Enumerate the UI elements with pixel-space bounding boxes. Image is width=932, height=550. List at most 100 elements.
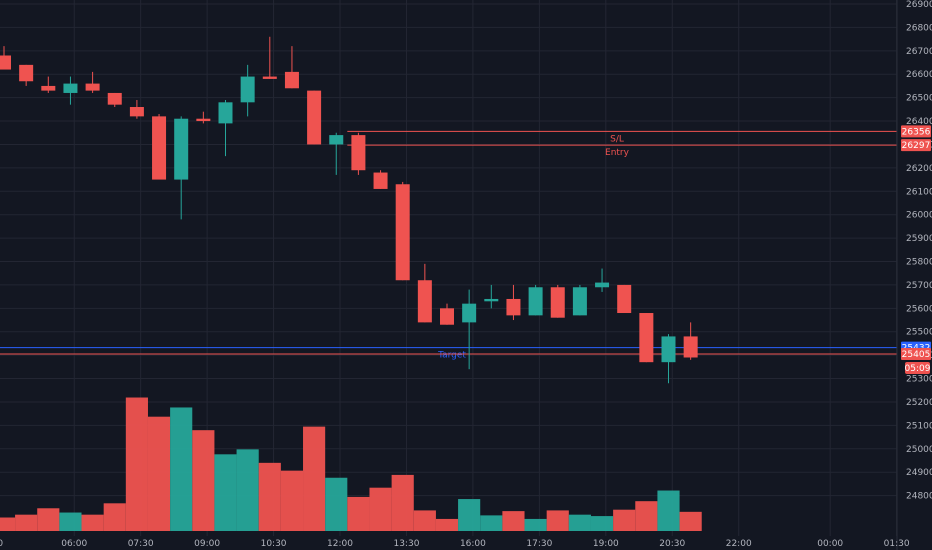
time-tick-label: 20:30 [659,539,685,549]
volume-bar [192,430,215,531]
candle-body [0,55,11,70]
time-tick-label: 13:30 [393,539,419,549]
volume-bar [435,518,459,531]
volume-bar [59,512,82,531]
candle-body [329,135,344,145]
candle-body [661,336,676,363]
candle-body [528,287,543,316]
volume-bar [413,510,436,531]
time-tick-label: 16:00 [460,539,486,549]
volume-bar [635,501,658,531]
level-text-target: Target [437,351,466,361]
volume-bar [147,416,171,531]
candle-body [351,135,366,171]
volume-bar [37,508,60,531]
volume-bar [590,516,614,531]
time-tick-label: 09:00 [194,539,220,549]
time-axis: 4:30 06:00 07:30 09:00 10:30 12:00 13:30 16:00 1… [0,539,910,549]
volume-bar [325,477,348,531]
price-tick-label: 25600 [906,304,932,314]
volume-bars [0,397,702,531]
volume-bar [125,397,148,531]
time-tick-label: 00:00 [817,539,843,549]
candle-body [262,76,277,79]
candle-body [484,298,499,302]
volume-bar [236,449,259,531]
price-tick-label: 26900 [906,0,932,10]
volume-bar [15,514,38,531]
candle-body [550,287,565,318]
time-tick-label: 01:30 [884,539,910,549]
price-tick-label: 25900 [906,234,932,244]
price-tick-label: 26800 [906,23,932,33]
level-label-bg-entry [901,139,931,152]
candle-body [152,116,167,180]
price-tick-label: 24900 [906,468,932,478]
candle-body [572,287,587,316]
time-tick-label: 10:30 [261,539,287,549]
candle-body [373,172,388,189]
time-tick-label: 4:30 [0,539,3,549]
price-tick-label: 24800 [906,492,932,502]
candle-body [683,336,698,358]
level-label-bg-s/l [901,125,931,138]
level-label-s/l: 26356 [902,127,931,137]
candle-body [506,298,521,316]
price-tick-label: 25000 [906,445,932,455]
volume-bar [81,514,104,531]
volume-bar [458,499,481,531]
volume-bar [369,487,392,531]
price-levels: S/L Entry Target [0,130,897,361]
volume-bar [502,511,525,531]
candle-body [595,282,610,288]
level-label-bg-last [901,347,931,360]
countdown-badge [905,361,930,374]
candle-body [218,102,233,124]
candle-body [41,85,56,91]
price-tick-label: 26700 [906,47,932,57]
volume-bar [480,515,503,531]
candle-body [196,118,211,122]
volume-bar [546,510,569,531]
candle-body [639,313,654,363]
volume-bar [568,514,591,531]
price-tick-label: 25500 [906,328,932,338]
price-tick-label: 25100 [906,421,932,431]
candle-body [240,76,255,103]
price-tick-label: 26400 [906,117,932,127]
volume-bar [657,490,680,531]
level-label-entry: 26297 [902,141,931,151]
time-tick-label: 19:00 [593,539,619,549]
candle-body [395,184,410,281]
time-tick-label: 17:30 [526,539,552,549]
candle-body [440,308,454,325]
time-tick-label: 07:30 [128,539,154,549]
candle-body [85,83,100,91]
price-tick-label: 26200 [906,164,932,174]
price-tick-label: 25800 [906,258,932,268]
price-tick-label: 26000 [906,211,932,221]
volume-bar [613,509,636,531]
volume-bar [103,503,126,531]
price-tick-label: 25200 [906,398,932,408]
price-level-labels: 2635626297254322540505:09 [901,125,931,374]
candle-body [174,118,189,180]
volume-bar [280,470,304,531]
volume-bar [303,426,326,531]
volume-bar [391,474,414,531]
candle-body [19,64,34,82]
volume-bar [214,454,237,531]
candle-body [617,284,632,314]
volume-bar [170,407,193,531]
candle-body [417,280,432,323]
time-tick-label: 12:00 [327,539,353,549]
price-tick-label: 26600 [906,70,932,80]
level-text-entry: Entry [605,148,630,158]
volume-bar [679,511,702,531]
price-tick-label: 26100 [906,187,932,197]
price-axis-area[interactable] [897,0,932,550]
price-tick-label: 25700 [906,281,932,291]
candle-body [107,92,122,105]
volume-bar [347,496,370,531]
